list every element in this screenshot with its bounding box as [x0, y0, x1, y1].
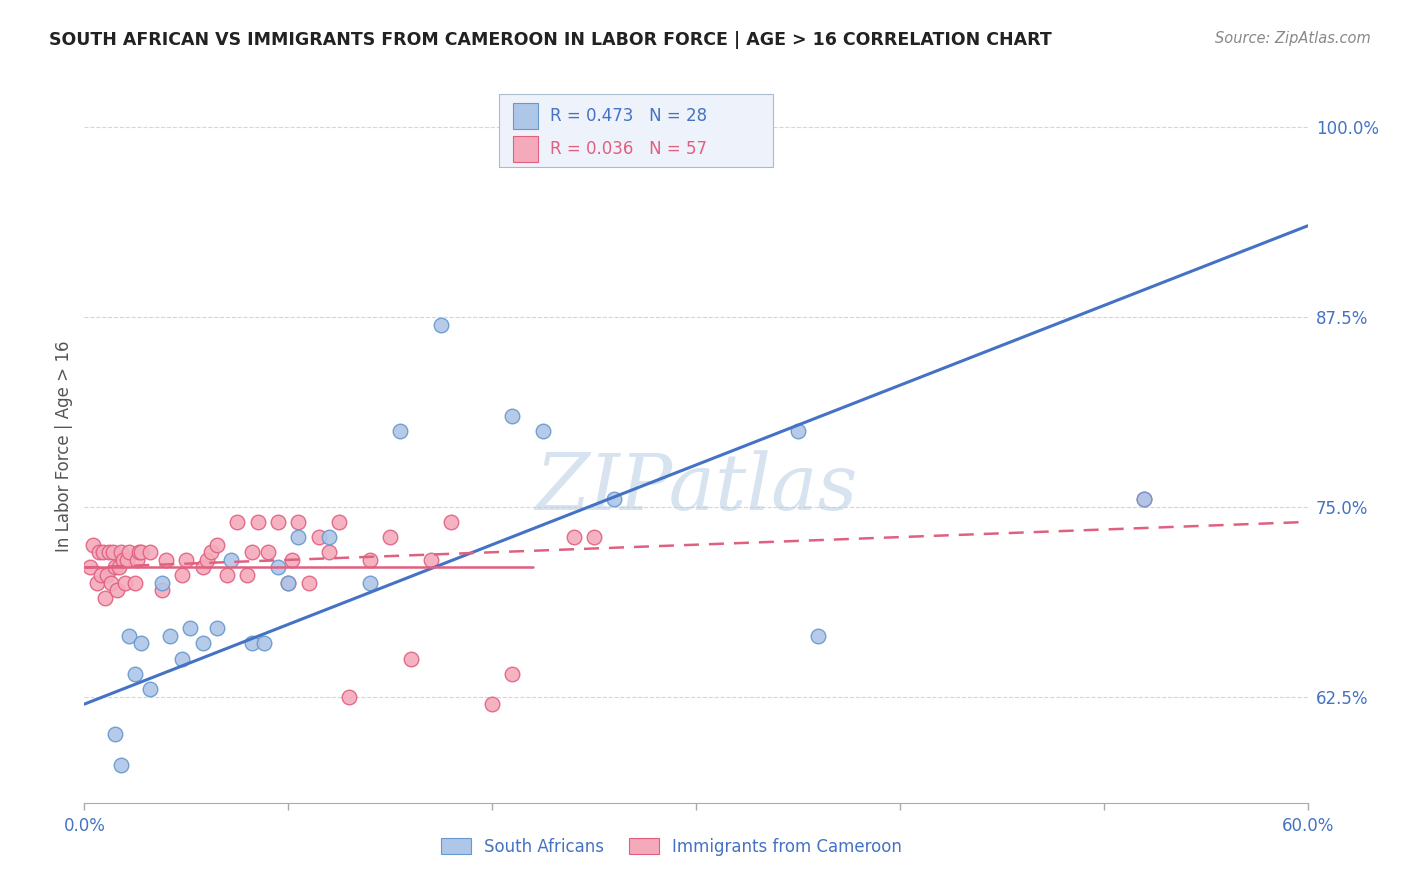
Point — [267, 560, 290, 574]
Point — [240, 545, 263, 559]
Point — [104, 560, 127, 574]
Point — [502, 409, 524, 423]
Text: R = 0.036   N = 57: R = 0.036 N = 57 — [550, 140, 707, 158]
Point — [105, 583, 128, 598]
Point — [115, 553, 138, 567]
Point — [108, 560, 131, 574]
Point — [191, 560, 214, 574]
Point — [277, 575, 299, 590]
Point — [246, 515, 269, 529]
Point — [531, 424, 554, 438]
Point — [172, 651, 194, 665]
Point — [90, 568, 112, 582]
Point — [114, 575, 136, 590]
Point — [287, 530, 309, 544]
Point — [86, 575, 108, 590]
Point — [118, 629, 141, 643]
Point — [124, 575, 146, 590]
Point — [380, 530, 402, 544]
Point — [603, 492, 626, 507]
Point — [787, 424, 810, 438]
Point — [96, 568, 118, 582]
Point — [179, 621, 201, 635]
Point — [562, 530, 585, 544]
Point — [481, 697, 503, 711]
Point — [104, 727, 127, 741]
Point — [583, 530, 606, 544]
Point — [191, 636, 214, 650]
Point — [150, 583, 173, 598]
Point — [87, 545, 110, 559]
Point — [82, 538, 104, 552]
Point — [318, 545, 340, 559]
Point — [226, 515, 249, 529]
Point — [127, 553, 149, 567]
Point — [359, 553, 381, 567]
Point — [440, 515, 463, 529]
Text: Source: ZipAtlas.com: Source: ZipAtlas.com — [1215, 31, 1371, 46]
Point — [807, 629, 830, 643]
Point — [253, 636, 276, 650]
Point — [128, 545, 150, 559]
Point — [110, 545, 132, 559]
Point — [155, 553, 177, 567]
Point — [131, 545, 153, 559]
Point — [174, 553, 197, 567]
Point — [236, 568, 259, 582]
Point — [79, 560, 101, 574]
Point — [359, 575, 381, 590]
Point — [298, 575, 321, 590]
Point — [502, 666, 524, 681]
Point — [328, 515, 350, 529]
Point — [219, 553, 242, 567]
Text: ZIPatlas: ZIPatlas — [534, 450, 858, 527]
Point — [100, 575, 122, 590]
Point — [159, 629, 181, 643]
Point — [1133, 492, 1156, 507]
Point — [389, 424, 412, 438]
Point — [97, 545, 120, 559]
Text: R = 0.473   N = 28: R = 0.473 N = 28 — [550, 107, 707, 125]
Point — [267, 515, 290, 529]
Point — [217, 568, 239, 582]
Point — [138, 681, 160, 696]
Point — [420, 553, 443, 567]
Point — [399, 651, 422, 665]
Point — [91, 545, 114, 559]
Legend: South Africans, Immigrants from Cameroon: South Africans, Immigrants from Cameroon — [434, 831, 908, 863]
Y-axis label: In Labor Force | Age > 16: In Labor Force | Age > 16 — [55, 340, 73, 552]
Point — [205, 621, 228, 635]
Text: SOUTH AFRICAN VS IMMIGRANTS FROM CAMEROON IN LABOR FORCE | AGE > 16 CORRELATION : SOUTH AFRICAN VS IMMIGRANTS FROM CAMEROO… — [49, 31, 1052, 49]
Point — [124, 666, 146, 681]
Point — [110, 757, 132, 772]
Point — [195, 553, 218, 567]
Point — [240, 636, 263, 650]
Point — [281, 553, 304, 567]
Point — [287, 515, 309, 529]
Point — [318, 530, 340, 544]
Point — [93, 591, 115, 605]
Point — [118, 545, 141, 559]
Point — [131, 636, 153, 650]
Point — [339, 690, 361, 704]
Point — [308, 530, 330, 544]
Point — [200, 545, 222, 559]
Point — [138, 545, 160, 559]
Point — [112, 553, 135, 567]
Point — [205, 538, 228, 552]
Point — [430, 318, 453, 332]
Point — [172, 568, 194, 582]
Point — [101, 545, 124, 559]
Point — [1133, 492, 1156, 507]
Point — [150, 575, 173, 590]
Point — [277, 575, 299, 590]
Point — [257, 545, 280, 559]
